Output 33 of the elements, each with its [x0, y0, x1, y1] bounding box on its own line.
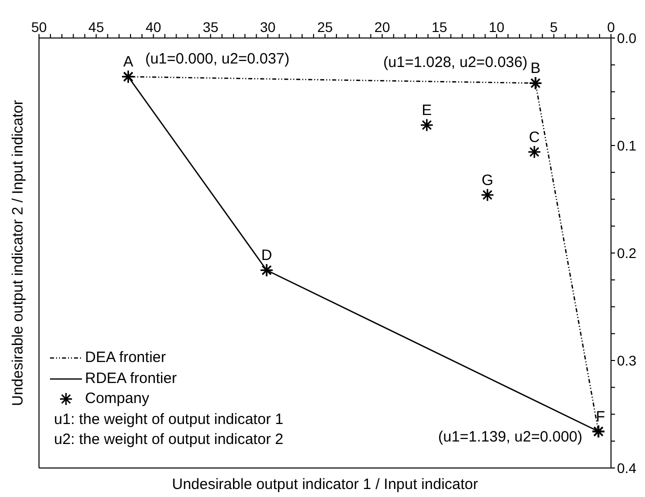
x-tick-label: 40: [146, 19, 162, 35]
x-tick-label: 35: [202, 19, 219, 35]
x-tick-label: 15: [432, 19, 448, 35]
x-tick-label: 20: [374, 19, 390, 35]
x-tick-label: 10: [488, 19, 505, 35]
x-tick-label: 25: [317, 19, 333, 35]
x-tick-label: 45: [88, 19, 104, 35]
annotation: A: [123, 54, 134, 71]
y-tick-label: 0.0: [617, 30, 637, 46]
annotation: G: [482, 172, 494, 189]
x-axis-title: Undesirable output indicator 1 / Input indicator: [170, 476, 480, 493]
x-tick-label: 5: [550, 19, 558, 35]
x-tick-label: 30: [260, 19, 276, 35]
annotation: (u1=0.000, u2=0.037): [145, 50, 290, 68]
y-tick-label: 0.1: [617, 137, 637, 154]
annotation: E: [422, 102, 432, 120]
annotation: C: [528, 128, 540, 146]
legend-label: RDEA frontier: [85, 368, 177, 388]
y-tick-label: 0.2: [617, 244, 637, 261]
annotation: B: [530, 60, 541, 78]
annotation: F: [596, 408, 605, 426]
annotation: (u1=1.139, u2=0.000): [438, 428, 582, 446]
annotation: u1: the weight of output indicator 1: [53, 410, 284, 430]
y-tick-label: 0.3: [617, 352, 637, 368]
annotation: D: [261, 247, 272, 264]
y-axis-title: Undesirable output indicator 2 / Input indicator: [10, 100, 26, 406]
y-tick-label: 0.4: [617, 460, 637, 476]
x-tick-label: 50: [31, 19, 47, 35]
legend-label: Company: [85, 389, 150, 409]
annotation: u2: the weight of output indicator 2: [53, 430, 284, 450]
x-tick-label: 0: [607, 19, 616, 35]
legend-label: DEA frontier: [85, 348, 166, 368]
annotation: (u1=1.028, u2=0.036): [383, 54, 528, 72]
